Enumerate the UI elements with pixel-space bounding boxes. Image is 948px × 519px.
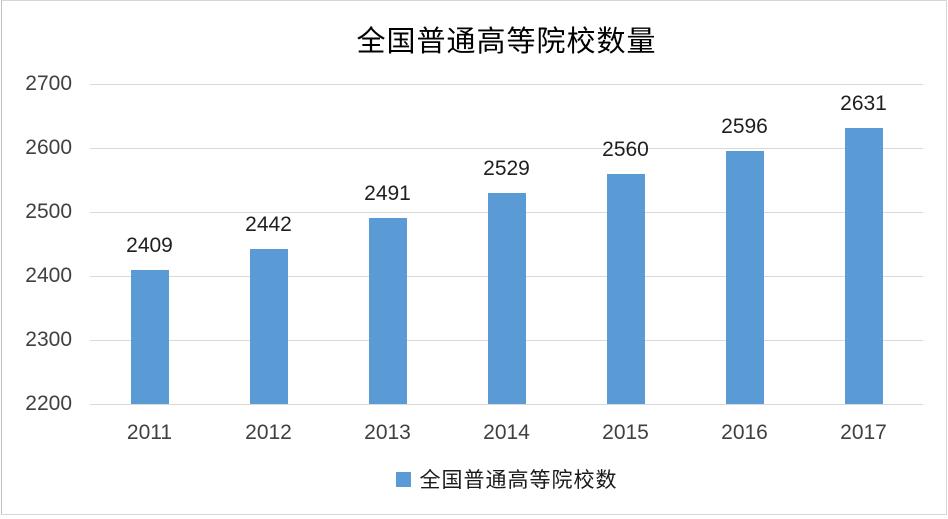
gridline xyxy=(90,404,923,405)
bar xyxy=(844,128,883,404)
bar-column: 2631 2017 xyxy=(804,84,923,445)
x-axis-tick-label: 2014 xyxy=(483,421,530,444)
legend: 全国普通高等院校数 xyxy=(90,466,923,492)
bar-column: 2409 2011 xyxy=(90,84,209,445)
y-axis-tick-label: 2600 xyxy=(25,136,72,159)
x-axis-tick-label: 2011 xyxy=(126,421,173,444)
bar xyxy=(725,151,764,404)
bar-column: 2596 2016 xyxy=(685,84,804,445)
bar-value-label: 2596 xyxy=(721,115,768,138)
bar-column: 2491 2013 xyxy=(328,84,447,445)
plot-area: 2409 2011 2442 2012 2491 2013 2529 2014 2560 2015… xyxy=(90,84,923,445)
bar-value-label: 2560 xyxy=(602,138,649,161)
x-axis-tick-label: 2015 xyxy=(602,421,649,444)
chart-title: 全国普通高等院校数量 xyxy=(356,24,657,58)
legend-swatch-icon xyxy=(395,471,411,487)
y-axis-tick-label: 2700 xyxy=(25,72,72,95)
y-axis-tick-label: 2200 xyxy=(25,392,72,415)
bar-value-label: 2442 xyxy=(245,213,292,236)
bar-value-label: 2491 xyxy=(364,182,411,205)
x-axis-tick-label: 2012 xyxy=(245,421,292,444)
y-axis-tick-label: 2300 xyxy=(25,328,72,351)
x-axis-tick-label: 2017 xyxy=(840,421,887,444)
bar xyxy=(368,218,407,404)
y-axis-tick-label: 2400 xyxy=(25,264,72,287)
bar-value-label: 2631 xyxy=(840,92,887,115)
bar-value-label: 2529 xyxy=(483,157,530,180)
bar xyxy=(249,249,288,404)
x-axis-tick-label: 2016 xyxy=(721,421,768,444)
gridline xyxy=(90,84,923,85)
bar xyxy=(606,174,645,404)
gridline xyxy=(90,148,923,149)
bar-column: 2560 2015 xyxy=(566,84,685,445)
x-axis-tick-label: 2013 xyxy=(364,421,411,444)
legend-label: 全国普通高等院校数 xyxy=(419,468,618,492)
bar xyxy=(130,270,169,404)
bar-column: 2529 2014 xyxy=(447,84,566,445)
bar xyxy=(487,193,526,404)
y-axis-tick-label: 2500 xyxy=(25,200,72,223)
bar-value-label: 2409 xyxy=(126,234,173,257)
bar-column: 2442 2012 xyxy=(209,84,328,445)
